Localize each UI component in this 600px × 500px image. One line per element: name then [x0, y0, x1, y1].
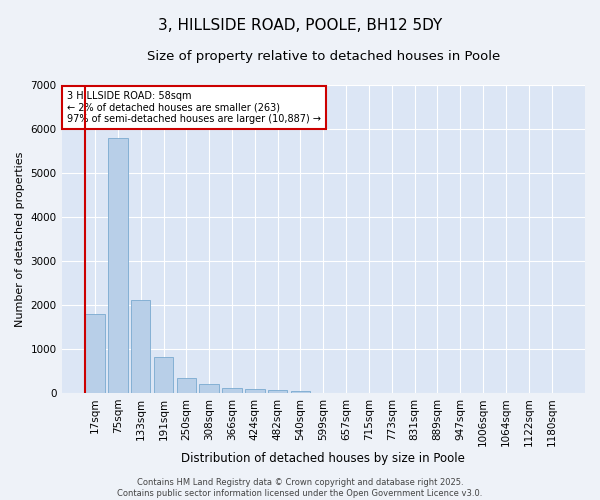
X-axis label: Distribution of detached houses by size in Poole: Distribution of detached houses by size … [181, 452, 465, 465]
Bar [108, 138, 128, 393]
Bar [154, 357, 173, 393]
Bar [85, 314, 105, 393]
Bar [245, 390, 265, 393]
Bar [131, 300, 151, 393]
Title: Size of property relative to detached houses in Poole: Size of property relative to detached ho… [146, 50, 500, 63]
Bar [199, 384, 219, 393]
Text: 3 HILLSIDE ROAD: 58sqm
← 2% of detached houses are smaller (263)
97% of semi-det: 3 HILLSIDE ROAD: 58sqm ← 2% of detached … [67, 91, 321, 124]
Y-axis label: Number of detached properties: Number of detached properties [15, 151, 25, 326]
Bar [222, 388, 242, 393]
Text: 3, HILLSIDE ROAD, POOLE, BH12 5DY: 3, HILLSIDE ROAD, POOLE, BH12 5DY [158, 18, 442, 32]
Bar [268, 390, 287, 393]
Text: Contains HM Land Registry data © Crown copyright and database right 2025.
Contai: Contains HM Land Registry data © Crown c… [118, 478, 482, 498]
Bar [291, 391, 310, 393]
Bar [176, 378, 196, 393]
